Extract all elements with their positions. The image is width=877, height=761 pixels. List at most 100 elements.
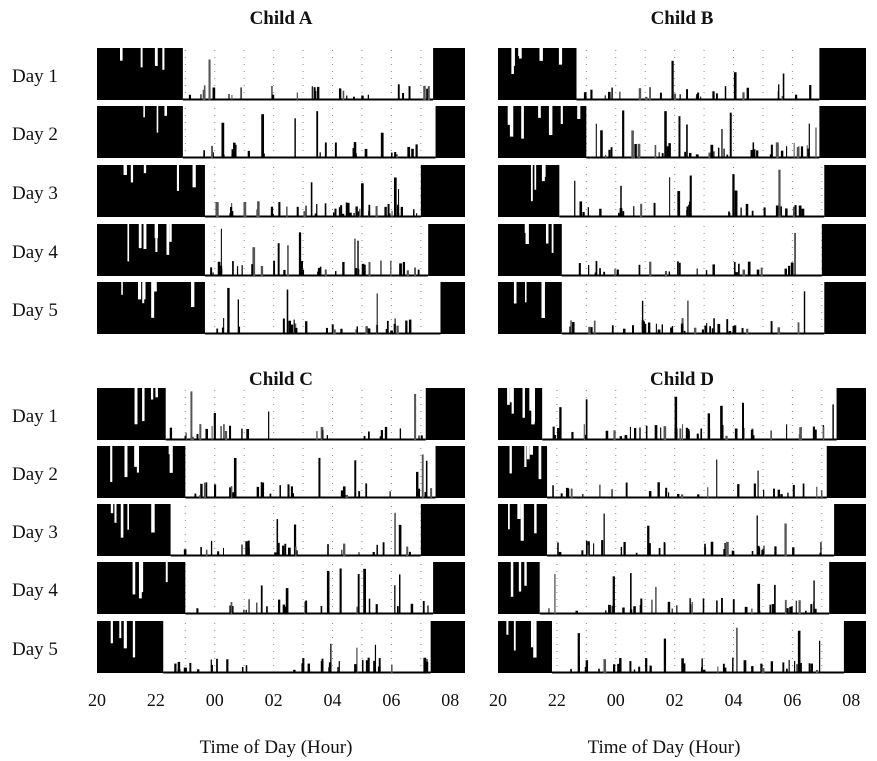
movement-spike	[686, 89, 689, 100]
movement-spike	[716, 600, 718, 614]
movement-spike	[399, 574, 401, 614]
activity-gap	[513, 282, 517, 304]
movement-spike	[789, 607, 792, 614]
activity-gap	[165, 562, 168, 583]
morning-activity-block	[829, 562, 866, 614]
movement-spike	[738, 263, 740, 276]
movement-spike	[801, 208, 805, 217]
movement-spike	[700, 667, 703, 673]
day-row	[97, 48, 465, 101]
activity-gap	[130, 165, 134, 183]
movement-spike	[558, 551, 562, 556]
movement-spike	[605, 430, 609, 440]
activity-gap	[533, 388, 535, 423]
x-tick-label: 20	[489, 690, 507, 710]
movement-spike	[174, 663, 177, 673]
movement-spike	[367, 657, 370, 673]
movement-spike	[424, 667, 427, 673]
movement-spike	[319, 152, 321, 158]
activity-gap	[154, 48, 158, 66]
movement-spike	[368, 204, 371, 217]
movement-spike	[677, 493, 680, 498]
movement-spike	[560, 493, 563, 498]
movement-spike	[294, 546, 297, 556]
movement-spike	[390, 260, 392, 276]
movement-spike	[717, 666, 719, 673]
movement-spike	[751, 666, 754, 673]
movement-spike	[331, 324, 334, 334]
movement-spike	[778, 169, 781, 217]
activity-gap	[110, 504, 114, 514]
movement-spike	[588, 326, 591, 334]
movement-spike	[203, 150, 205, 158]
movement-spike	[608, 604, 610, 614]
activity-gap	[545, 224, 549, 244]
morning-activity-block	[420, 504, 465, 556]
movement-spike	[742, 402, 744, 440]
movement-spike	[707, 413, 711, 440]
movement-spike	[728, 211, 730, 217]
x-tick-label: 06	[382, 690, 400, 710]
movement-spike	[324, 203, 327, 217]
movement-spike	[654, 425, 658, 440]
movement-spike	[361, 95, 364, 100]
evening-activity-block	[97, 165, 205, 217]
evening-activity-block	[97, 388, 166, 440]
activity-gap	[151, 504, 155, 533]
movement-spike	[740, 207, 742, 217]
movement-spike	[785, 208, 788, 217]
movement-spike	[559, 407, 562, 440]
movement-spike	[246, 429, 250, 440]
movement-spike	[797, 630, 801, 673]
morning-activity-block	[836, 388, 866, 440]
movement-spike	[293, 319, 295, 334]
movement-spike	[784, 523, 787, 556]
movement-spike	[278, 202, 281, 217]
movement-spike	[307, 663, 311, 673]
movement-spike	[720, 405, 723, 440]
movement-spike	[183, 549, 187, 556]
movement-spike	[792, 206, 795, 217]
activity-gap	[511, 48, 515, 66]
movement-spike	[184, 667, 187, 673]
movement-spike	[373, 660, 376, 673]
activity-gap	[509, 446, 512, 474]
activity-gap	[526, 446, 530, 460]
movement-spike	[668, 271, 671, 276]
movement-spike	[622, 328, 626, 334]
movement-spike	[284, 543, 287, 556]
movement-spike	[622, 607, 625, 614]
movement-spike	[757, 610, 761, 614]
movement-spike	[691, 602, 693, 614]
movement-spike	[204, 482, 208, 498]
movement-spike	[375, 604, 378, 614]
movement-spike	[394, 154, 398, 158]
panel-title: Child B	[651, 8, 714, 29]
movement-spike	[169, 427, 173, 440]
movement-spike	[326, 570, 330, 614]
activity-gap	[138, 224, 142, 249]
movement-spike	[630, 573, 632, 614]
movement-spike	[416, 213, 418, 217]
movement-spike	[752, 142, 755, 158]
movement-spike	[786, 424, 788, 440]
movement-spike	[394, 585, 396, 614]
movement-spike	[798, 205, 802, 217]
movement-spike	[196, 608, 199, 614]
movement-spike	[328, 662, 332, 673]
movement-spike	[690, 604, 692, 614]
movement-spike	[804, 610, 807, 614]
activity-gap	[524, 562, 527, 586]
movement-spike	[300, 261, 304, 276]
movement-spike	[282, 318, 285, 334]
movement-spike	[616, 269, 619, 276]
movement-spike	[640, 598, 643, 614]
movement-spike	[554, 573, 556, 614]
movement-spike	[222, 547, 224, 556]
movement-spike	[290, 324, 294, 334]
movement-spike	[324, 269, 327, 276]
movement-spike	[696, 268, 698, 276]
movement-spike	[661, 324, 664, 334]
movement-spike	[423, 85, 426, 100]
movement-spike	[261, 114, 265, 158]
